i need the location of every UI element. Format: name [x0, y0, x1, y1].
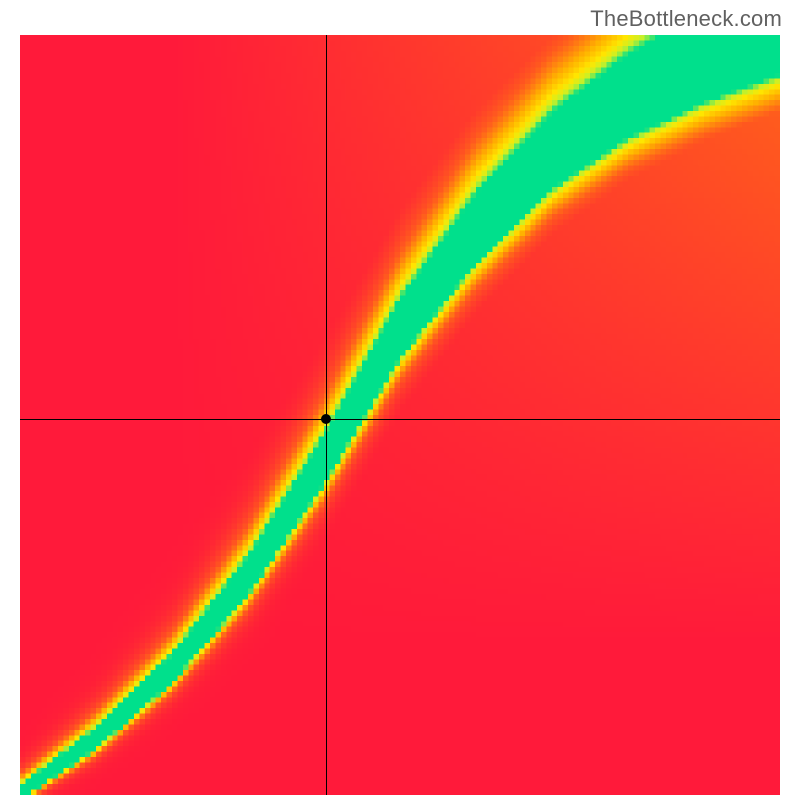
marker-dot	[321, 414, 331, 424]
watermark-text: TheBottleneck.com	[590, 6, 782, 32]
heatmap-canvas	[20, 35, 780, 795]
plot-area	[20, 35, 780, 795]
crosshair-horizontal	[20, 419, 780, 420]
chart-container: TheBottleneck.com	[0, 0, 800, 800]
